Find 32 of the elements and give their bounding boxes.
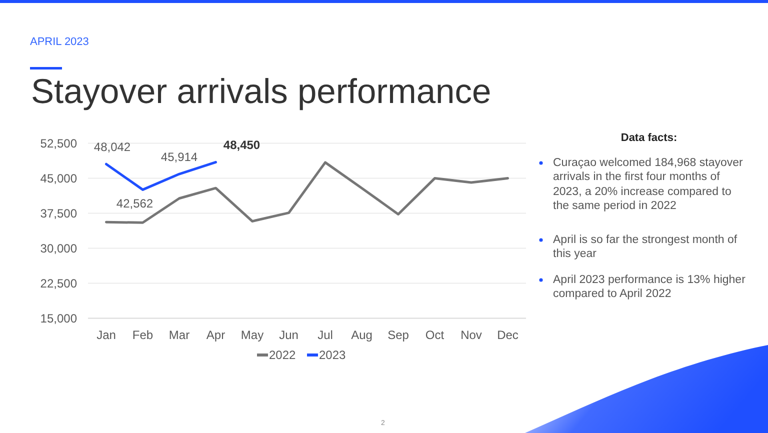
data-label: 48,450 xyxy=(223,138,260,152)
x-tick-label: Sep xyxy=(388,328,410,342)
x-tick-label: Nov xyxy=(460,328,482,342)
legend-label: 2023 xyxy=(319,348,346,362)
x-tick-label: Feb xyxy=(132,328,154,342)
y-tick-label: 22,500 xyxy=(40,276,78,290)
x-tick-label: Jan xyxy=(96,328,116,342)
data-label: 42,562 xyxy=(116,196,154,211)
text: Data facts: xyxy=(620,131,678,146)
y-tick-label: 15,000 xyxy=(40,311,78,326)
x-tick-label: Oct xyxy=(425,328,445,342)
y-tick-label: 52,500 xyxy=(40,136,78,150)
line-series xyxy=(105,161,509,224)
x-tick-label: Aug xyxy=(351,328,372,342)
chart-title: Stayover arrivals performance xyxy=(31,73,492,111)
text: April 2023 performance is 13% higher compared to April 2022 xyxy=(553,272,746,302)
data-label: 45,914 xyxy=(160,150,198,164)
y-tick-label: 30,000 xyxy=(40,241,78,256)
y-tick-label: 37,500 xyxy=(40,206,78,220)
x-tick-label: Dec xyxy=(497,328,518,342)
data-label: 48,042 xyxy=(94,140,131,154)
x-tick-label: Jun xyxy=(279,328,298,342)
x-tick-label: Mar xyxy=(168,328,190,342)
x-tick-label: Apr xyxy=(206,328,226,342)
line-series xyxy=(105,160,217,191)
chart-subtitle: APRIL 2023 xyxy=(30,36,89,48)
text: April is so far the strongest month of this year xyxy=(553,232,738,262)
y-tick-label: 45,000 xyxy=(40,171,78,186)
x-tick-label: May xyxy=(240,328,264,342)
text: Curaçao welcomed 184,968 stayover arrivals in the first four months of 2023, a 20% increase compared to the same period in 2022 xyxy=(553,156,744,214)
legend-label: 2022 xyxy=(269,348,296,362)
x-tick-label: Jul xyxy=(318,328,333,342)
